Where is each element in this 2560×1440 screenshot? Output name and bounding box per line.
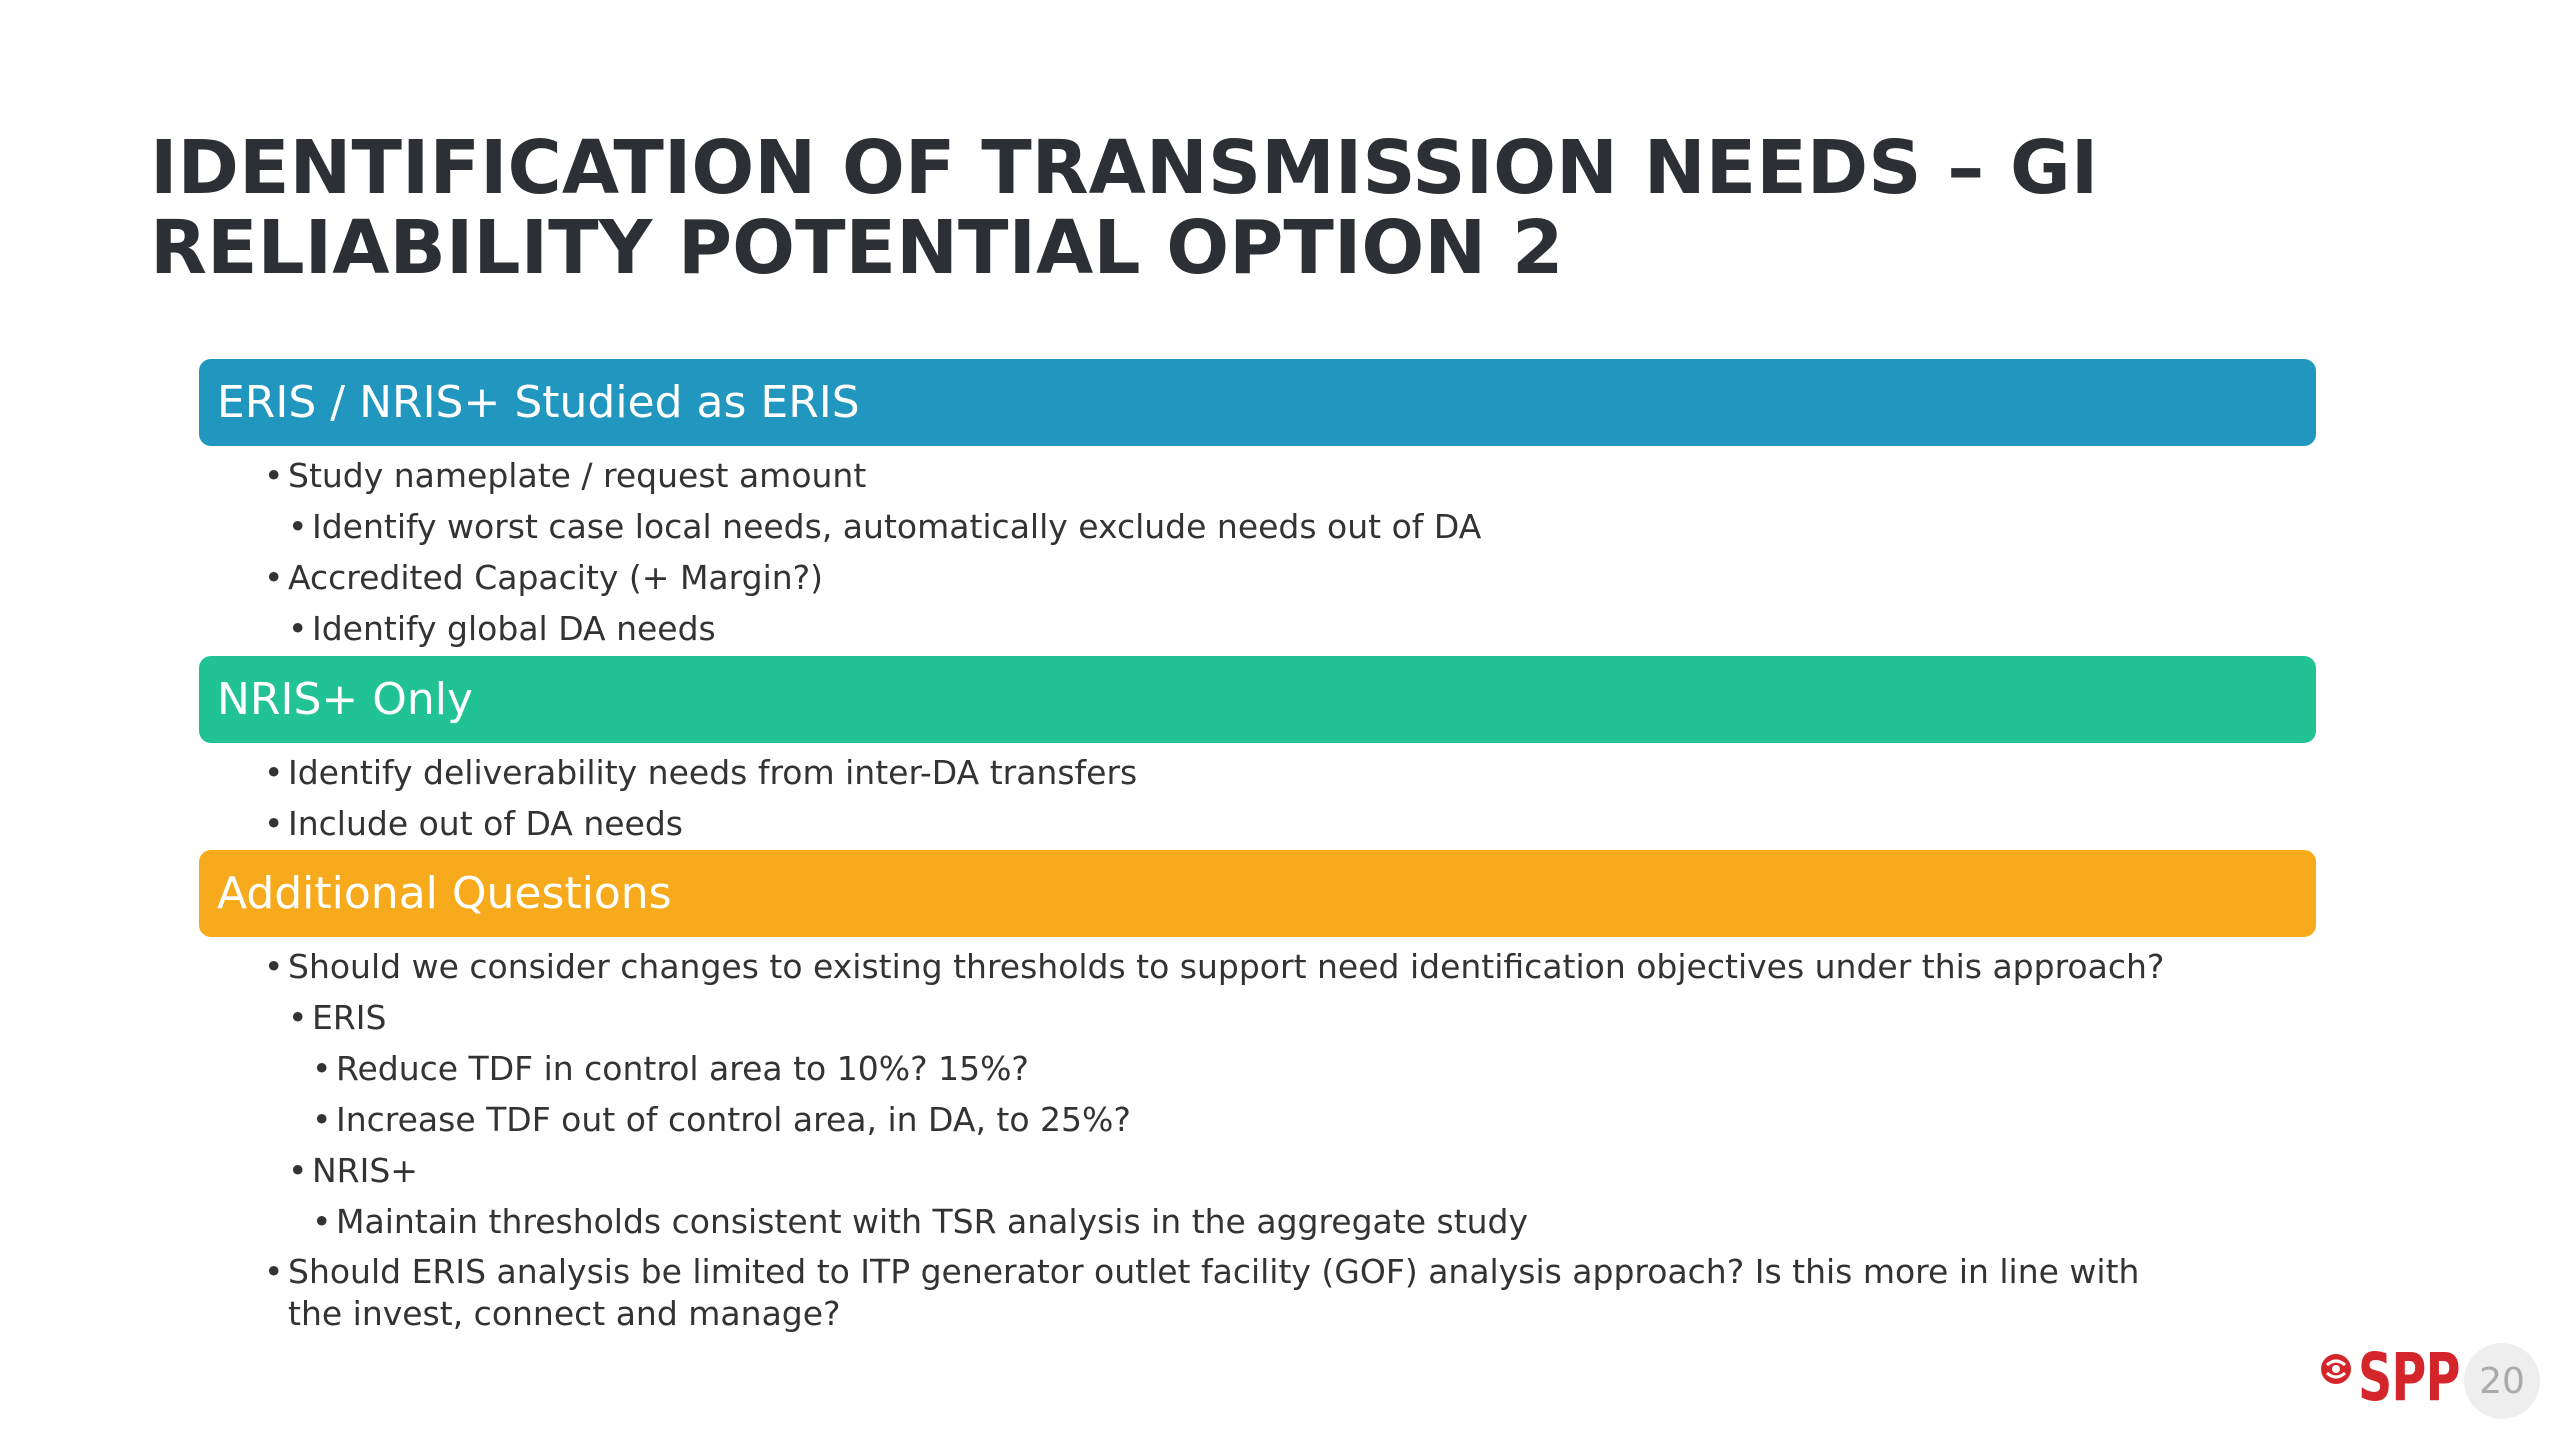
bullet-icon: •: [288, 507, 308, 546]
list-item: • Reduce TDF in control area to 10%? 15%?: [0, 1043, 2560, 1094]
bullet-icon: •: [312, 1202, 332, 1241]
spp-logo: SPP: [2318, 1343, 2499, 1413]
eris-bullet-list: • Study nameplate / request amount • Ident…: [0, 450, 2560, 654]
list-item: • Accredited Capacity (+ Margin?): [0, 552, 2560, 603]
list-item: • NRIS+: [0, 1145, 2560, 1196]
title-line-1: IDENTIFICATION OF TRANSMISSION NEEDS – G…: [150, 125, 2099, 211]
bullet-icon: •: [264, 804, 284, 843]
section-header-eris: ERIS / NRIS+ Studied as ERIS: [199, 359, 2316, 446]
list-item: • Identify worst case local needs, automa…: [0, 501, 2560, 552]
list-item: • Increase TDF out of control area, in DA…: [0, 1094, 2560, 1145]
questions-bullet-list: • Should we consider changes to existing …: [0, 941, 2560, 1335]
list-item: • Should we consider changes to existing …: [0, 941, 2560, 992]
list-item: • ERIS: [0, 992, 2560, 1043]
slide-title: IDENTIFICATION OF TRANSMISSION NEEDS – G…: [150, 128, 2400, 288]
section-header-questions: Additional Questions: [199, 850, 2316, 937]
bullet-icon: •: [264, 1252, 284, 1291]
list-item: • Maintain thresholds consistent with TSR…: [0, 1196, 2560, 1247]
list-item: • Include out of DA needs: [0, 798, 2560, 849]
bullet-icon: •: [288, 998, 308, 1037]
list-item: • Identify global DA needs: [0, 603, 2560, 654]
page-number: 20: [2464, 1343, 2540, 1419]
logo-text: SPP: [2358, 1339, 2460, 1416]
bullet-icon: •: [264, 558, 284, 597]
bullet-icon: •: [264, 456, 284, 495]
list-item: • Study nameplate / request amount: [0, 450, 2560, 501]
bullet-icon: •: [312, 1100, 332, 1139]
list-item: • Should ERIS analysis be limited to ITP …: [264, 1252, 2140, 1333]
bullet-icon: •: [312, 1049, 332, 1088]
title-line-2: RELIABILITY POTENTIAL OPTION 2: [150, 205, 1564, 291]
bullet-icon: •: [264, 947, 284, 986]
bullet-icon: •: [288, 609, 308, 648]
logo-swirl-icon: [2321, 1354, 2351, 1384]
list-item: • Identify deliverability needs from inte…: [0, 747, 2560, 798]
section-header-nris: NRIS+ Only: [199, 656, 2316, 743]
bullet-icon: •: [264, 753, 284, 792]
nris-bullet-list: • Identify deliverability needs from inte…: [0, 747, 2560, 849]
bullet-icon: •: [288, 1151, 308, 1190]
